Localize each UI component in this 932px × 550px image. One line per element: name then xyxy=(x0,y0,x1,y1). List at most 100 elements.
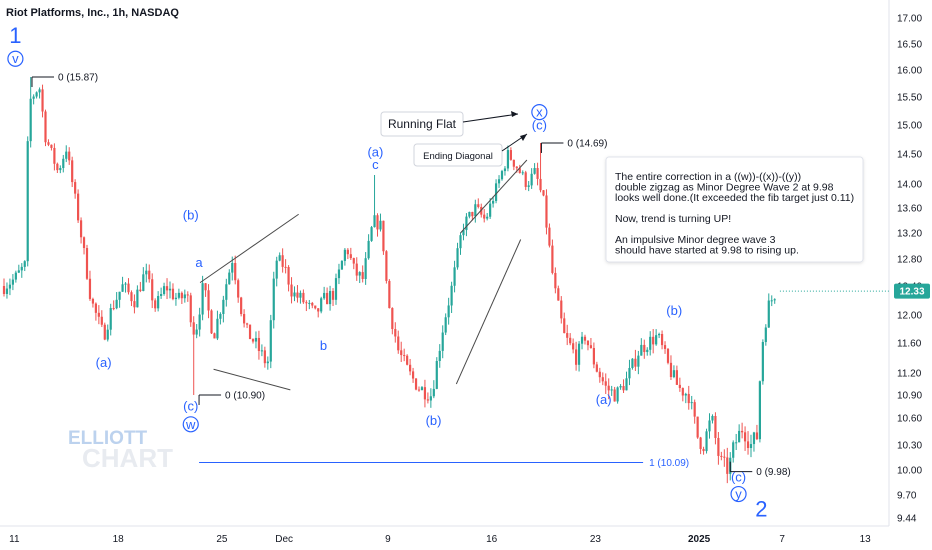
candle xyxy=(681,387,684,402)
y-tick-label: 17.00 xyxy=(897,14,922,25)
candle xyxy=(281,248,284,273)
candle xyxy=(557,285,560,301)
y-tick-label: 10.30 xyxy=(897,441,922,452)
candle xyxy=(17,264,20,274)
candle xyxy=(545,189,548,235)
wave-label-text: (b) xyxy=(183,207,199,222)
candle xyxy=(746,431,750,455)
candle xyxy=(631,358,634,370)
candle xyxy=(462,223,465,241)
analysis-note: The entire correction in a ((w))-((x))-(… xyxy=(605,156,864,263)
candle xyxy=(94,302,97,321)
candle xyxy=(204,283,207,297)
candle xyxy=(189,292,192,327)
candle xyxy=(222,295,225,323)
candle xyxy=(628,359,631,386)
watermark: ELLIOTT CHART xyxy=(68,428,173,473)
wave-label: (b) xyxy=(666,303,682,318)
candle xyxy=(711,414,714,424)
watermark-line2: CHART xyxy=(82,443,173,473)
candle xyxy=(112,300,115,311)
ending-diagonal-callout[interactable]: Ending Diagonal xyxy=(413,133,528,167)
candle xyxy=(714,412,717,445)
candle xyxy=(168,281,172,299)
candle xyxy=(411,367,415,383)
candle xyxy=(669,355,673,381)
candle xyxy=(2,278,6,297)
candle xyxy=(284,259,287,274)
candle xyxy=(275,256,278,287)
candle xyxy=(370,225,373,242)
candle xyxy=(432,380,435,399)
candle xyxy=(85,244,89,281)
trend-line[interactable] xyxy=(199,213,299,284)
candle xyxy=(435,357,438,390)
candle xyxy=(367,234,370,260)
candle xyxy=(699,436,702,455)
x-tick-label: 23 xyxy=(590,534,602,545)
candle xyxy=(237,278,240,303)
candle xyxy=(726,447,729,484)
candle xyxy=(696,416,699,439)
ending-diagonal-label: Ending Diagonal xyxy=(423,151,493,162)
candle xyxy=(364,252,367,285)
candle xyxy=(604,373,607,395)
candle xyxy=(417,386,421,392)
candle xyxy=(8,278,12,296)
candle xyxy=(53,143,56,171)
candle xyxy=(414,377,418,391)
wave-label: w xyxy=(182,416,199,433)
candle xyxy=(752,431,756,452)
y-tick-label: 11.20 xyxy=(897,369,922,380)
x-tick-label: 16 xyxy=(486,534,498,545)
candle xyxy=(693,399,696,424)
candle xyxy=(23,260,26,272)
candle xyxy=(228,269,231,285)
candle xyxy=(637,350,640,375)
candle xyxy=(577,341,581,372)
candle xyxy=(263,346,266,368)
wave-label-text: (c) xyxy=(731,470,746,485)
candle xyxy=(299,290,302,304)
note-line: An impulsive Minor degree wave 3 xyxy=(615,234,776,246)
candle xyxy=(708,413,711,439)
running-flat-callout[interactable]: Running Flat xyxy=(380,111,519,137)
candle xyxy=(497,175,501,188)
trend-line[interactable] xyxy=(213,368,291,391)
candle xyxy=(572,338,575,354)
candle xyxy=(296,285,299,303)
note-line: Now, trend is turning UP! xyxy=(615,213,731,225)
wave-label: (c) xyxy=(532,118,547,133)
candle xyxy=(420,386,424,391)
candle xyxy=(154,298,157,312)
candle xyxy=(47,139,50,147)
running-flat-label: Running Flat xyxy=(388,117,457,131)
wave-label-text: y xyxy=(735,487,742,502)
watermark-line1: ELLIOTT xyxy=(68,428,148,449)
candle xyxy=(355,257,358,281)
current-price-label: 12.33 xyxy=(899,287,924,298)
current-price-tag: 12.33 xyxy=(894,283,930,299)
candle xyxy=(666,348,670,365)
candle xyxy=(506,145,510,172)
candle xyxy=(272,271,275,329)
candle xyxy=(512,159,515,171)
candle xyxy=(139,281,142,293)
candle xyxy=(660,330,664,350)
candle xyxy=(308,300,311,310)
trend-line[interactable] xyxy=(455,239,522,385)
candle xyxy=(717,432,720,465)
wave-label: b xyxy=(320,338,327,353)
y-tick-label: 15.50 xyxy=(897,93,922,104)
candle xyxy=(14,270,17,283)
wave-label-text: (a) xyxy=(596,392,612,407)
trend-line[interactable] xyxy=(460,159,528,234)
candle xyxy=(290,277,293,304)
candle xyxy=(118,291,121,308)
candle xyxy=(406,354,409,366)
candle xyxy=(269,314,272,369)
candle xyxy=(592,342,595,369)
candle xyxy=(44,109,47,147)
candle xyxy=(177,288,180,300)
